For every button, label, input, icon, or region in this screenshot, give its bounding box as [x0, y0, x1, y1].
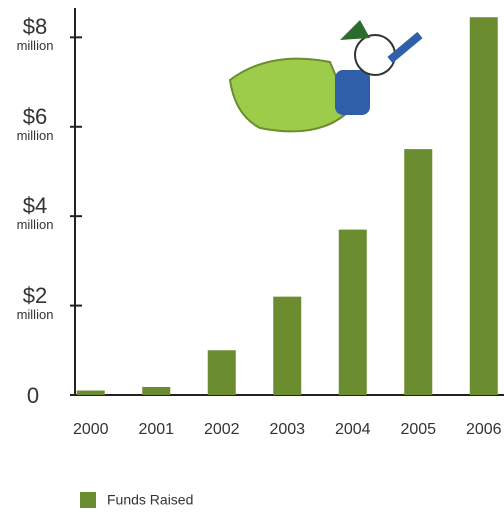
bar	[77, 391, 105, 395]
mascot-cape	[230, 59, 350, 132]
y-tick-label: $8 million	[0, 15, 70, 53]
y-tick-label: 0	[27, 383, 39, 408]
x-tick-label: 2004	[335, 421, 371, 438]
legend-swatch	[80, 492, 96, 508]
x-tick-label: 2002	[204, 421, 240, 438]
y-tick-label: $6 million	[0, 105, 70, 143]
x-tick-label: 2006	[466, 421, 502, 438]
x-tick-label: 2000	[73, 421, 109, 438]
y-tick-label: $4 million	[0, 194, 70, 232]
legend-label: Funds Raised	[107, 492, 193, 508]
mascot	[230, 20, 420, 131]
bar	[208, 350, 236, 395]
mascot-body	[335, 70, 370, 115]
bar	[142, 387, 170, 395]
bar	[273, 297, 301, 395]
chart-svg: 0 2000 2001 2002 2003 2004 2005 2006 Funds Raise…	[0, 0, 504, 513]
bar	[404, 149, 432, 395]
x-tick-label: 2001	[138, 421, 174, 438]
bar	[470, 17, 498, 395]
x-tick-label: 2003	[269, 421, 305, 438]
y-tick-label: $2 million	[0, 284, 70, 322]
mascot-hat	[340, 20, 370, 40]
mascot-head	[355, 35, 395, 75]
bar	[339, 230, 367, 395]
chart: 0 2000 2001 2002 2003 2004 2005 2006 Funds Raise…	[0, 0, 504, 513]
x-tick-label: 2005	[400, 421, 436, 438]
